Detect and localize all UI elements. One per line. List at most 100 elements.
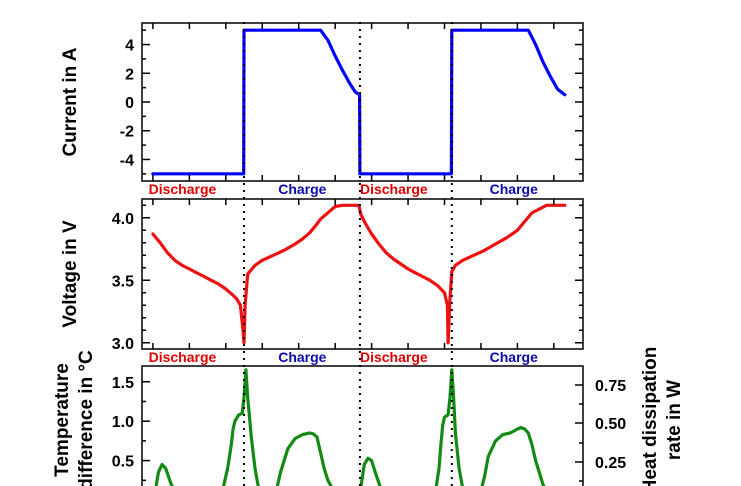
data-point: [531, 443, 533, 446]
data-point: [446, 304, 449, 307]
data-point: [556, 88, 559, 90]
phase-label: Discharge: [149, 181, 217, 197]
data-point: [378, 243, 380, 245]
data-point: [348, 82, 351, 85]
series-3-line: [154, 368, 546, 486]
data-point: [243, 341, 245, 344]
data-point: [316, 223, 318, 225]
data-point: [527, 432, 530, 434]
data-point: [283, 249, 285, 252]
data-point: [534, 43, 537, 46]
data-point: [241, 412, 244, 415]
data-point: [254, 264, 256, 267]
data-point: [359, 213, 362, 215]
data-point: [454, 432, 457, 434]
phase-label: Charge: [278, 181, 326, 197]
data-point: [447, 341, 449, 344]
phase-label: Discharge: [360, 349, 428, 365]
data-point: [392, 258, 395, 260]
data-point: [354, 91, 357, 93]
data-point: [367, 457, 369, 460]
phase-label: Charge: [490, 181, 538, 197]
data-point: [152, 172, 154, 175]
data-point: [563, 93, 566, 96]
data-point: [334, 205, 337, 208]
data-point: [279, 471, 282, 474]
data-point: [170, 483, 173, 486]
y-tick-label: 4: [125, 38, 134, 55]
data-point: [272, 254, 275, 257]
data-point: [232, 294, 235, 297]
data-point: [447, 414, 449, 416]
y-axis-label-line: Temperature: [52, 363, 73, 477]
data-point: [316, 436, 318, 438]
y-tick-label: 0: [125, 95, 134, 112]
data-point: [505, 236, 508, 239]
y-tick-label: 4.0: [112, 211, 134, 228]
data-point: [226, 467, 229, 470]
data-point: [239, 304, 242, 307]
data-point: [166, 251, 169, 254]
data-point: [161, 463, 163, 466]
data-point: [181, 264, 184, 267]
data-point: [319, 218, 322, 220]
data-point: [534, 459, 537, 462]
data-point: [542, 483, 544, 486]
data-point: [312, 432, 315, 435]
data-point: [523, 220, 526, 223]
data-point: [542, 60, 544, 63]
y2-tick-label: 0.50: [595, 416, 626, 433]
data-point: [359, 172, 361, 175]
data-point: [363, 220, 366, 223]
data-point: [195, 271, 198, 274]
phase-label: Discharge: [149, 349, 217, 365]
data-point: [441, 424, 444, 426]
data-point: [232, 428, 235, 430]
data-point: [494, 440, 497, 442]
data-point: [294, 243, 296, 245]
data-point: [323, 467, 326, 470]
data-point: [242, 172, 245, 175]
data-point: [308, 432, 311, 434]
data-point: [157, 471, 160, 474]
data-point: [399, 263, 402, 265]
data-point: [414, 271, 417, 274]
data-point: [450, 172, 453, 175]
data-point: [443, 291, 446, 294]
data-point: [549, 75, 552, 77]
data-point: [327, 479, 329, 482]
plot-frame-1: [141, 22, 584, 182]
y-axis-label: Voltage in V: [60, 220, 81, 328]
data-point: [385, 251, 388, 254]
data-point: [438, 467, 440, 470]
data-point: [210, 279, 213, 282]
data-point: [217, 283, 220, 285]
phase-label: Charge: [490, 349, 538, 365]
data-point: [483, 249, 486, 252]
y-tick-label: -2: [120, 124, 134, 141]
plot-frame-3: [141, 365, 584, 486]
data-point: [443, 416, 446, 419]
data-point: [234, 420, 236, 423]
y2-axis-label: Heat dissipation rate in W: [640, 347, 685, 486]
data-point: [237, 414, 240, 416]
data-point: [152, 233, 154, 235]
data-point: [407, 268, 409, 270]
data-point: [452, 396, 455, 399]
data-point: [203, 275, 205, 278]
y2-tick-label: 0.25: [595, 455, 626, 472]
data-point: [235, 298, 238, 300]
data-point: [509, 432, 511, 434]
data-point: [358, 93, 361, 96]
data-point: [461, 259, 464, 262]
y-axis-label: Current in A: [60, 47, 81, 156]
data-point: [421, 275, 424, 278]
y-tick-label: 1.5: [112, 375, 134, 392]
y-tick-label: 3.0: [112, 336, 134, 353]
data-point: [224, 288, 227, 290]
data-point: [348, 204, 351, 207]
data-point: [501, 433, 504, 436]
data-point: [436, 284, 439, 287]
y-axis-label-line: difference in °C: [76, 350, 97, 486]
